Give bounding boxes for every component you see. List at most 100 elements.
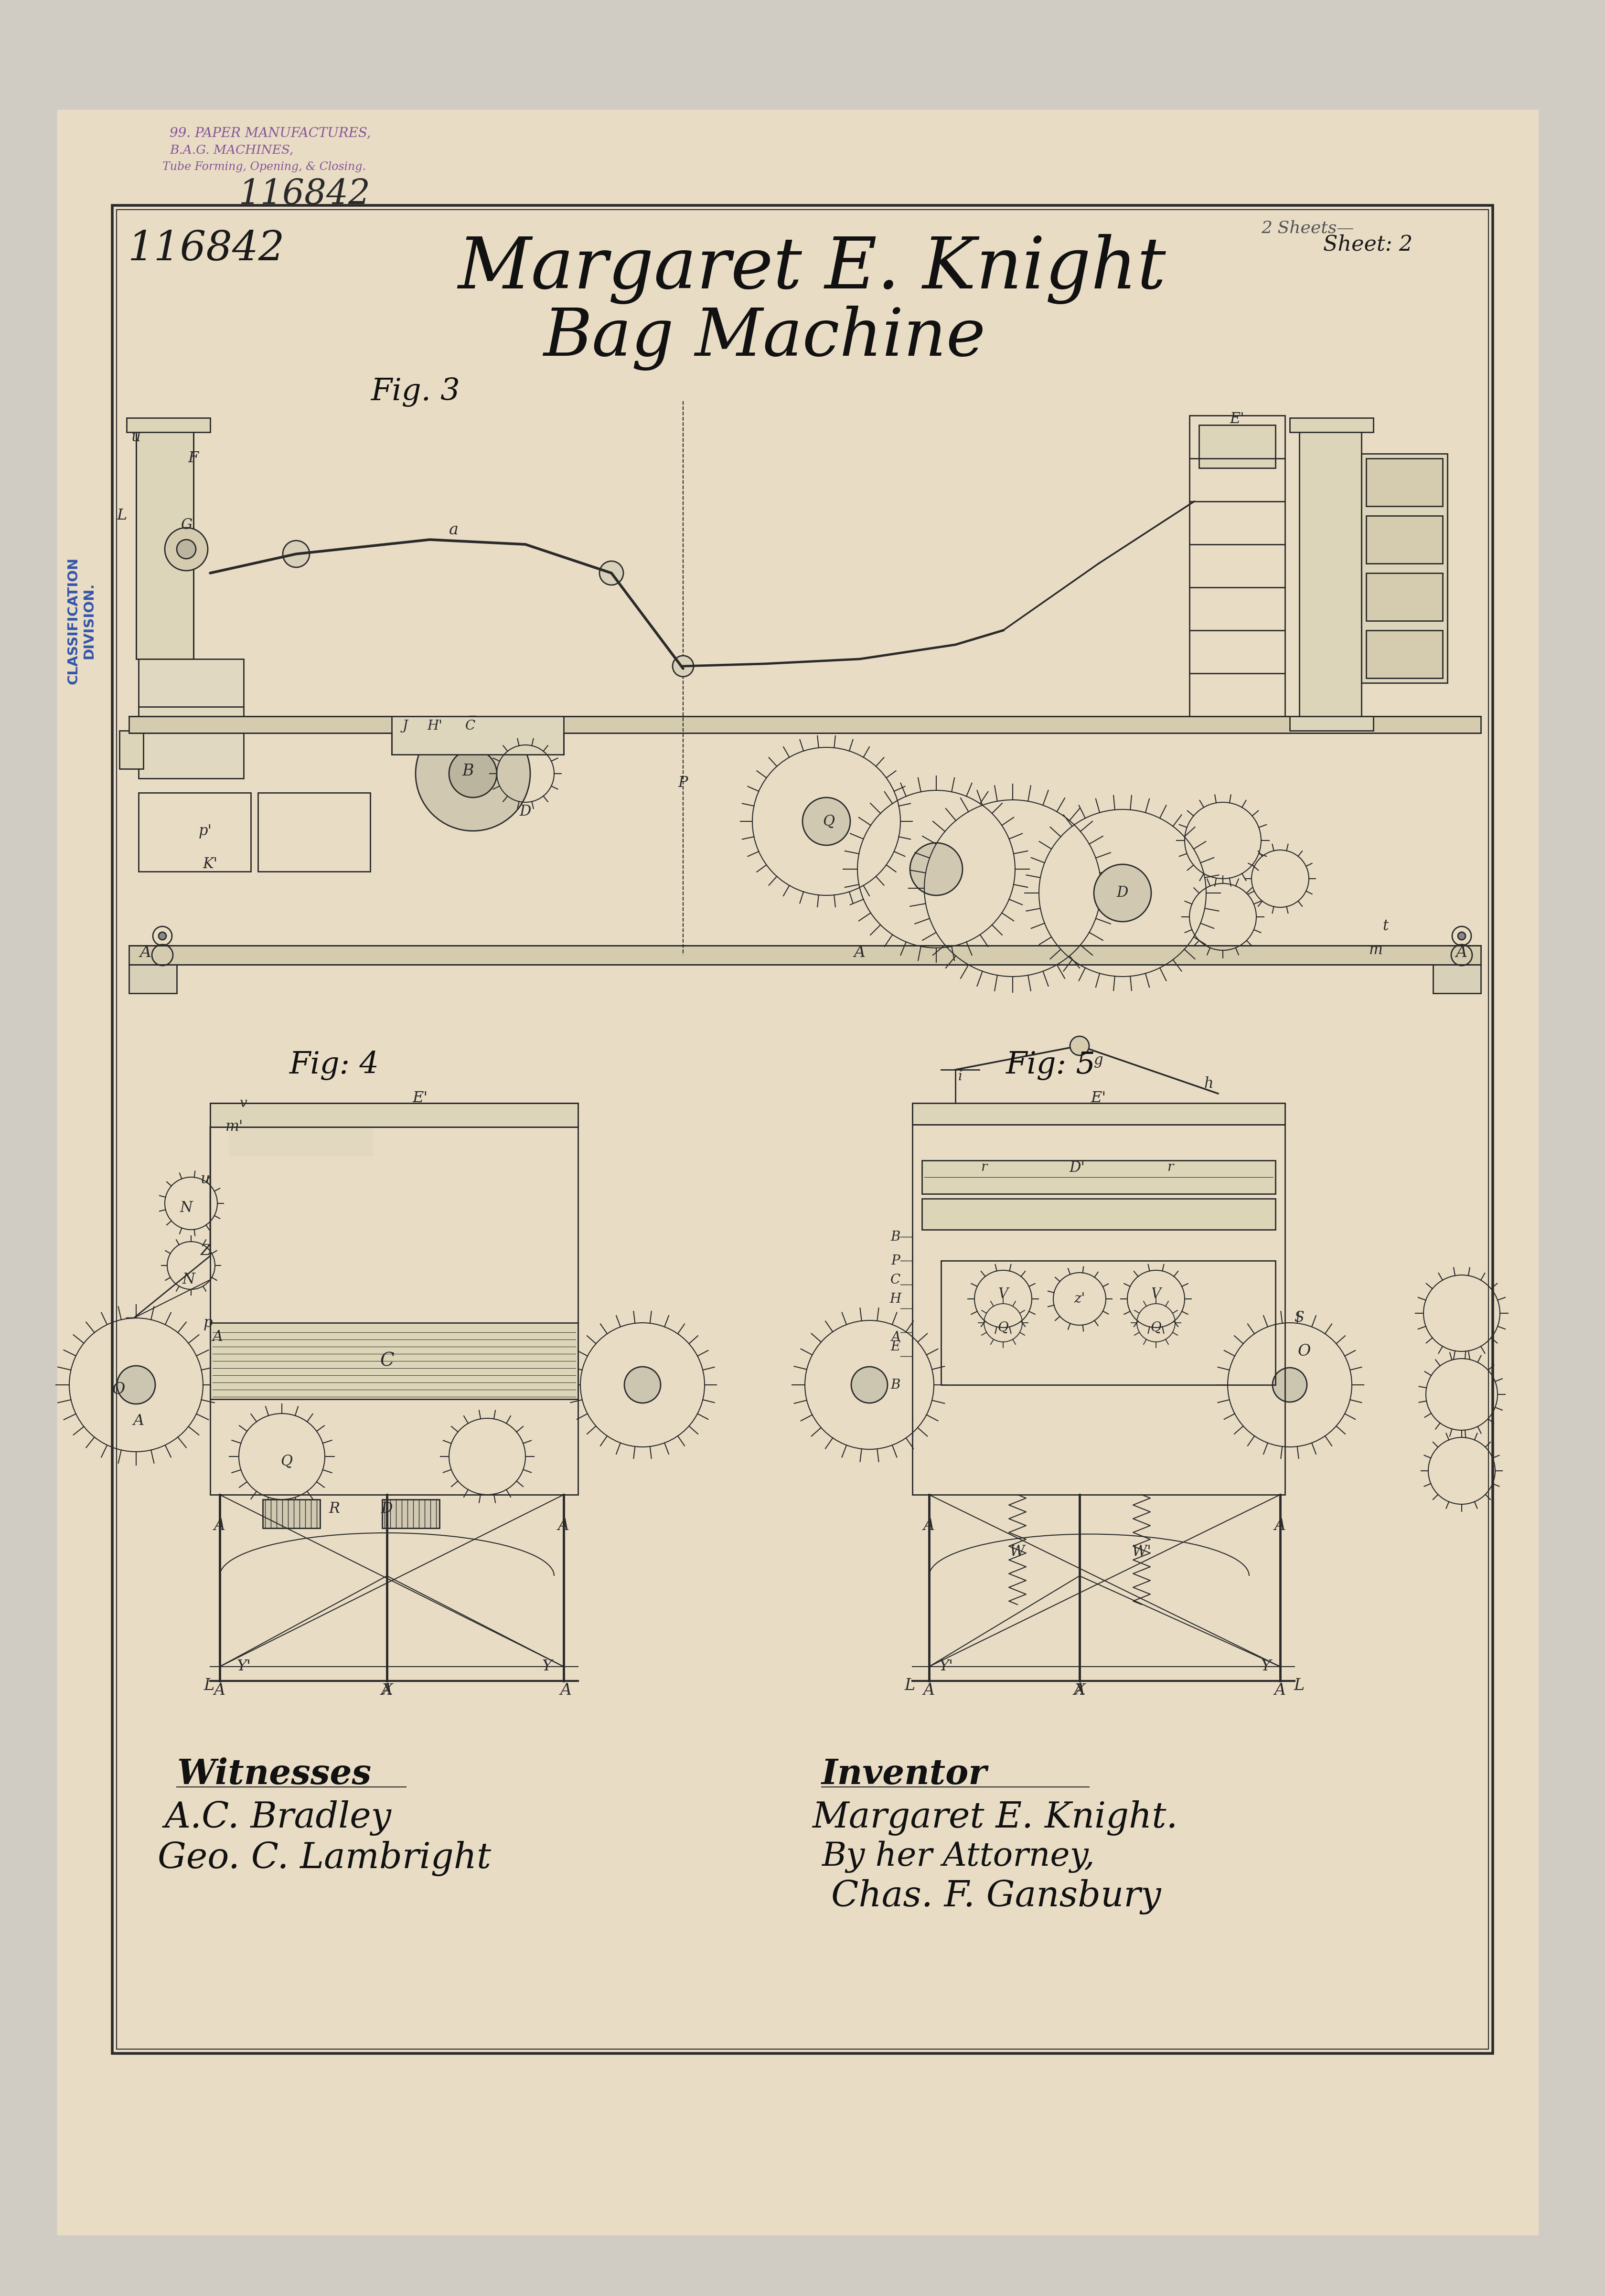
Bar <box>912 1102 1286 1495</box>
Bar <box>392 716 563 755</box>
Text: r: r <box>1167 1162 1173 1173</box>
Text: Y: Y <box>1262 1660 1271 1674</box>
Text: Fig. 3: Fig. 3 <box>371 377 461 406</box>
Text: i: i <box>958 1070 963 1084</box>
Circle shape <box>1273 1368 1306 1403</box>
Text: A: A <box>854 946 865 960</box>
Text: L: L <box>204 1678 215 1694</box>
Text: O: O <box>112 1382 125 1398</box>
Text: A: A <box>213 1683 225 1699</box>
Text: N: N <box>183 1272 196 1288</box>
Text: B: B <box>891 1231 900 1242</box>
Text: L: L <box>905 1678 915 1694</box>
Bar <box>1366 517 1443 563</box>
Text: A: A <box>1074 1683 1085 1699</box>
Text: P: P <box>679 776 689 790</box>
Text: A.C. Bradley: A.C. Bradley <box>165 1800 392 1837</box>
Bar <box>1199 425 1276 468</box>
Circle shape <box>1095 863 1151 921</box>
Text: A: A <box>380 1683 393 1699</box>
Text: A: A <box>213 1518 225 1534</box>
Bar <box>138 792 250 872</box>
Bar <box>128 946 1481 964</box>
Bar <box>1361 455 1448 682</box>
Text: B: B <box>462 765 473 778</box>
Text: By her Attorney,: By her Attorney, <box>822 1841 1095 1874</box>
Text: r: r <box>981 1162 987 1173</box>
Bar <box>128 964 177 994</box>
Text: A: A <box>923 1683 934 1699</box>
Text: u: u <box>132 429 141 445</box>
Text: W': W' <box>1132 1545 1151 1559</box>
Bar <box>112 204 1493 2053</box>
Circle shape <box>802 797 851 845</box>
Text: A: A <box>923 1518 934 1534</box>
Text: a: a <box>449 523 459 537</box>
Text: D: D <box>380 1502 393 1515</box>
Text: V: V <box>1151 1288 1160 1302</box>
Circle shape <box>1071 1035 1090 1056</box>
Text: Geo. C. Lambright: Geo. C. Lambright <box>157 1841 491 1876</box>
Text: A: A <box>560 1683 571 1699</box>
Circle shape <box>159 932 167 939</box>
Bar <box>258 792 371 872</box>
Text: A: A <box>1274 1518 1286 1534</box>
Text: B: B <box>891 1378 900 1391</box>
Text: X: X <box>382 1683 392 1697</box>
Circle shape <box>449 751 498 797</box>
Bar <box>138 659 244 778</box>
Text: C: C <box>380 1352 393 1371</box>
Bar <box>1366 631 1443 677</box>
Text: A: A <box>1456 946 1467 960</box>
Bar <box>128 716 1481 732</box>
Text: D: D <box>1117 886 1128 900</box>
Bar <box>921 1159 1276 1194</box>
Text: Z: Z <box>201 1244 210 1258</box>
Text: B.A.G. MACHINES,: B.A.G. MACHINES, <box>170 145 294 156</box>
Text: C: C <box>891 1274 900 1286</box>
Bar <box>210 1102 578 1495</box>
Bar <box>127 418 210 432</box>
Text: J: J <box>403 719 408 732</box>
Text: D': D' <box>1069 1159 1085 1176</box>
Text: F: F <box>188 450 199 466</box>
Text: Bag Machine: Bag Machine <box>542 305 985 370</box>
Text: E': E' <box>412 1091 429 1107</box>
Bar <box>912 1102 1286 1125</box>
Text: v: v <box>239 1097 247 1109</box>
Text: A: A <box>1274 1683 1286 1699</box>
Text: p': p' <box>199 824 212 838</box>
Text: O: O <box>1297 1343 1311 1359</box>
Text: m: m <box>1369 944 1382 957</box>
Text: Fig: 4: Fig: 4 <box>289 1052 379 1079</box>
Bar <box>1433 964 1481 994</box>
Text: Tube Forming, Opening, & Closing.: Tube Forming, Opening, & Closing. <box>162 161 366 172</box>
Text: C: C <box>465 719 475 732</box>
Bar <box>1290 418 1374 432</box>
Text: Margaret E. Knight: Margaret E. Knight <box>457 234 1167 303</box>
Text: m': m' <box>225 1120 242 1134</box>
Text: R: R <box>329 1502 340 1515</box>
Polygon shape <box>230 1102 372 1155</box>
Circle shape <box>672 657 693 677</box>
Circle shape <box>1457 932 1465 939</box>
Text: Margaret E. Knight.: Margaret E. Knight. <box>812 1800 1178 1837</box>
Circle shape <box>600 560 623 585</box>
Text: E': E' <box>1091 1091 1106 1107</box>
Text: z': z' <box>1074 1293 1085 1306</box>
Text: 99. PAPER MANUFACTURES,: 99. PAPER MANUFACTURES, <box>170 126 371 140</box>
Text: A: A <box>212 1329 223 1345</box>
Text: E': E' <box>1229 411 1244 427</box>
Bar <box>210 1102 578 1127</box>
Circle shape <box>117 1366 156 1403</box>
Text: Fig: 5: Fig: 5 <box>1006 1052 1096 1079</box>
Text: H': H' <box>427 719 443 732</box>
Text: N: N <box>180 1201 193 1215</box>
Text: Sheet: 2: Sheet: 2 <box>1323 234 1412 255</box>
Text: t: t <box>1382 918 1388 934</box>
Bar <box>117 209 1488 2048</box>
Text: Y': Y' <box>939 1660 953 1674</box>
Text: Q: Q <box>823 815 835 829</box>
Text: X: X <box>1074 1683 1085 1697</box>
Text: D: D <box>520 804 531 820</box>
